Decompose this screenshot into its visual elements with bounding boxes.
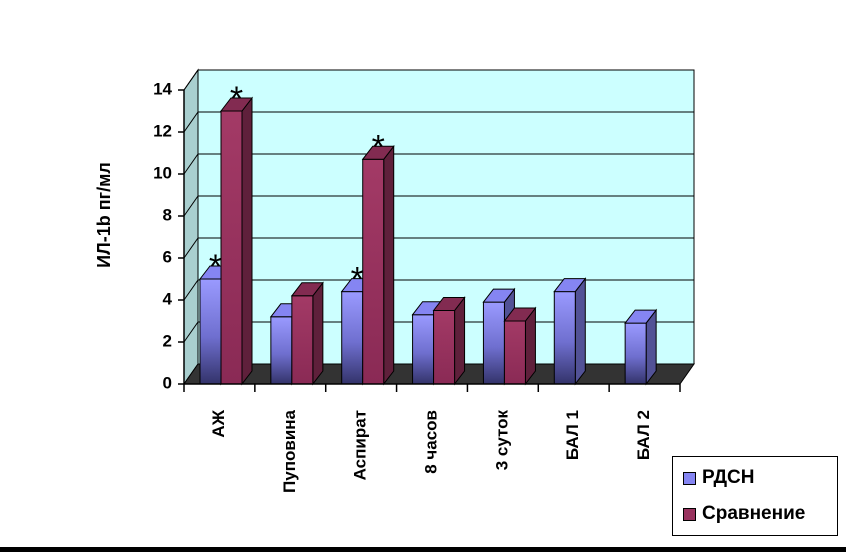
bar <box>553 277 587 386</box>
x-category-label: БАЛ 2 <box>634 410 653 460</box>
y-tick-label: 4 <box>163 289 173 308</box>
significance-marker: * <box>372 128 385 166</box>
legend-swatch-comparison <box>683 507 696 521</box>
x-category-label: БАЛ 1 <box>563 410 582 460</box>
x-category-label: Аспират <box>351 410 370 480</box>
y-axis-label: ИЛ-1b пг/мл <box>94 162 114 268</box>
gridline <box>183 279 694 301</box>
bar-front <box>362 158 385 385</box>
gridline <box>183 153 694 175</box>
y-tick-label: 2 <box>163 331 172 350</box>
x-category-label: 8 часов <box>421 410 440 474</box>
bar-top <box>624 309 658 324</box>
bar-top <box>432 297 466 311</box>
y-tick-label: 12 <box>153 121 172 140</box>
bar-top <box>219 97 254 112</box>
bar <box>503 306 537 386</box>
bar-front <box>341 291 364 385</box>
bars <box>198 96 658 386</box>
bar <box>624 308 658 386</box>
significance-marker: * <box>209 248 222 286</box>
x-category-label: Пуповина <box>280 409 299 492</box>
y-tick-label: 10 <box>153 163 172 182</box>
y-tick-label: 14 <box>153 79 172 98</box>
y-tick-label: 8 <box>163 205 172 224</box>
legend: РДСН Сравнение <box>672 456 838 536</box>
legend-label-rdsn: РДСН <box>702 467 755 488</box>
significance-marker: * <box>351 261 364 299</box>
bar-front <box>482 301 505 385</box>
bar-front <box>553 291 576 385</box>
axes: 0 2 4 6 8 10 12 14 АЖ Пуповина Аспират 8 часов 3 сут… <box>153 79 681 493</box>
bar-front <box>220 110 243 385</box>
gridline <box>183 195 694 217</box>
bar-front <box>433 310 456 385</box>
bar-top <box>482 288 516 303</box>
bar-side <box>312 281 324 386</box>
significance-marker: * <box>230 80 243 118</box>
x-category-label: 3 суток <box>492 410 511 471</box>
bar-top <box>553 278 587 293</box>
gridline <box>183 111 694 133</box>
bar-front <box>624 322 647 385</box>
bar-front <box>291 295 314 385</box>
legend-item-rdsn: РДСН <box>683 467 754 489</box>
annotations: * * * * <box>209 80 385 299</box>
x-category-label: АЖ <box>209 409 228 437</box>
y-tick-label: 6 <box>163 247 172 266</box>
gridlines <box>183 69 694 343</box>
bar-front <box>270 316 293 385</box>
bar-front <box>199 278 222 385</box>
bar-side <box>241 96 253 386</box>
bar-side <box>574 277 586 386</box>
bar-front <box>412 314 435 385</box>
gridline <box>183 69 694 91</box>
gridline <box>183 237 694 259</box>
bar-top <box>503 307 537 322</box>
y-tick-label: 0 <box>163 373 172 392</box>
bar <box>219 96 254 386</box>
bar <box>290 281 324 386</box>
legend-label-comparison: Сравнение <box>702 503 806 524</box>
bar-side <box>454 296 466 386</box>
bar <box>432 296 466 386</box>
bar-top <box>290 282 324 297</box>
bar <box>361 144 395 386</box>
bar-top <box>361 145 395 160</box>
legend-swatch-rdsn <box>683 471 696 485</box>
bar-front <box>503 320 526 385</box>
legend-item-comparison: Сравнение <box>683 503 805 525</box>
bar-side <box>383 144 395 386</box>
plot-side-wall <box>183 68 199 386</box>
